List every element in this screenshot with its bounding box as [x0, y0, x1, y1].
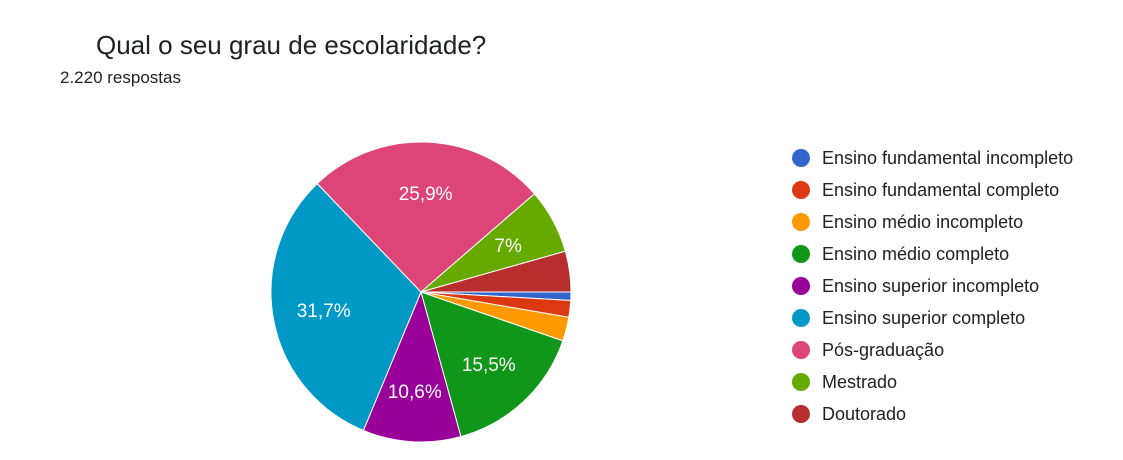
- chart-legend: Ensino fundamental incompleto Ensino fund…: [792, 142, 1073, 430]
- slice-data-label-6: 25,9%: [399, 184, 453, 205]
- legend-item-0[interactable]: Ensino fundamental incompleto: [792, 142, 1073, 174]
- legend-item-1[interactable]: Ensino fundamental completo: [792, 174, 1073, 206]
- legend-swatch-8: [792, 405, 810, 423]
- legend-item-3[interactable]: Ensino médio completo: [792, 238, 1073, 270]
- legend-label-8: Doutorado: [822, 403, 907, 424]
- legend-item-7[interactable]: Mestrado: [792, 366, 1073, 398]
- legend-item-5[interactable]: Ensino superior completo: [792, 302, 1073, 334]
- legend-swatch-4: [792, 277, 810, 295]
- legend-swatch-5: [792, 309, 810, 327]
- response-count: 2.220 respostas: [60, 68, 181, 87]
- legend-label-0: Ensino fundamental incompleto: [822, 147, 1074, 168]
- pie-slice-5[interactable]: [270, 182, 422, 432]
- legend-item-4[interactable]: Ensino superior incompleto: [792, 270, 1073, 302]
- slice-data-label-7: 7%: [494, 236, 522, 257]
- legend-label-1: Ensino fundamental completo: [822, 179, 1060, 200]
- legend-item-2[interactable]: Ensino médio incompleto: [792, 206, 1073, 238]
- slice-data-label-3: 15,5%: [462, 355, 516, 376]
- slice-data-label-4: 10,6%: [388, 382, 442, 403]
- slice-data-label-5: 31,7%: [297, 301, 351, 322]
- legend-label-5: Ensino superior completo: [822, 307, 1026, 328]
- legend-swatch-7: [792, 373, 810, 391]
- legend-label-4: Ensino superior incompleto: [822, 275, 1040, 296]
- pie-slice-8[interactable]: [420, 250, 572, 293]
- legend-item-8[interactable]: Doutorado: [792, 398, 1073, 430]
- legend-label-7: Mestrado: [822, 371, 898, 392]
- pie-slice-3[interactable]: [420, 291, 564, 438]
- pie-slice-6[interactable]: [316, 141, 536, 293]
- legend-label-6: Pós-graduação: [822, 339, 945, 360]
- legend-swatch-6: [792, 341, 810, 359]
- legend-swatch-3: [792, 245, 810, 263]
- legend-label-2: Ensino médio incompleto: [822, 211, 1024, 232]
- legend-item-6[interactable]: Pós-graduação: [792, 334, 1073, 366]
- legend-label-3: Ensino médio completo: [822, 243, 1010, 264]
- legend-swatch-1: [792, 181, 810, 199]
- legend-swatch-2: [792, 213, 810, 231]
- chart-title: Qual o seu grau de escolaridade?: [96, 30, 487, 60]
- pie-slice-4[interactable]: [362, 290, 462, 443]
- legend-swatch-0: [792, 149, 810, 167]
